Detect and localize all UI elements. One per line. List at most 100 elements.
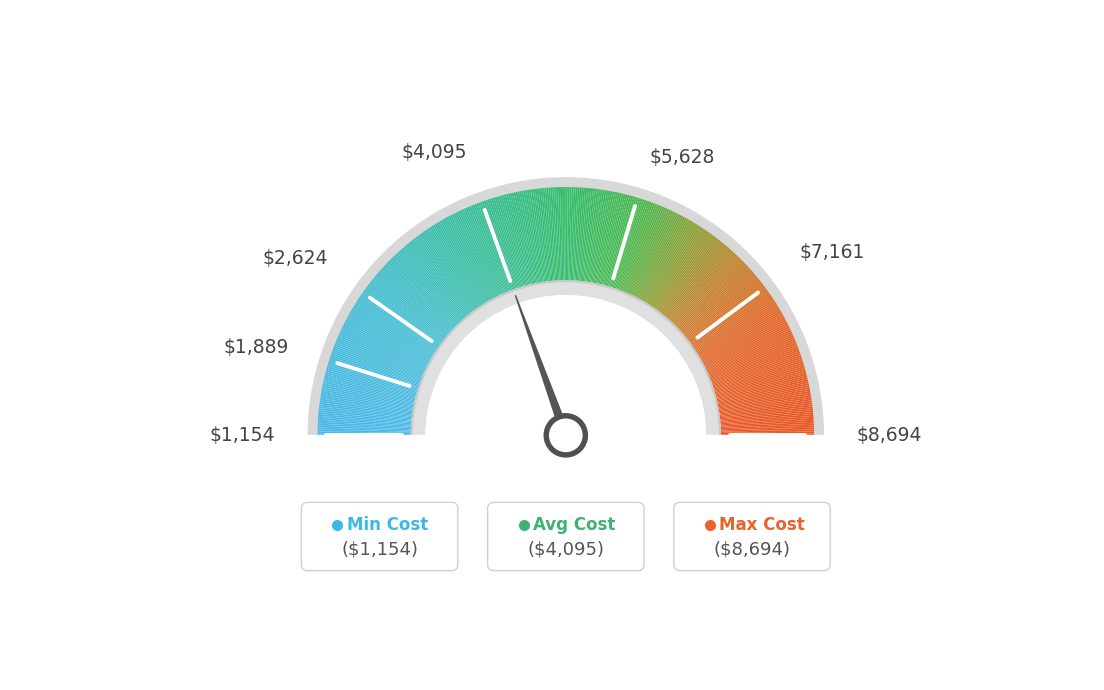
Wedge shape xyxy=(602,194,626,286)
Wedge shape xyxy=(580,188,590,282)
Wedge shape xyxy=(489,199,519,289)
Wedge shape xyxy=(337,337,425,375)
Wedge shape xyxy=(700,313,783,360)
Wedge shape xyxy=(583,188,595,282)
Wedge shape xyxy=(646,224,698,305)
Wedge shape xyxy=(328,362,418,391)
Wedge shape xyxy=(691,291,768,347)
Wedge shape xyxy=(484,201,516,290)
Wedge shape xyxy=(592,190,611,284)
Wedge shape xyxy=(693,297,773,351)
Wedge shape xyxy=(321,393,414,410)
Wedge shape xyxy=(680,270,752,333)
Wedge shape xyxy=(585,189,598,283)
Wedge shape xyxy=(318,426,412,431)
FancyBboxPatch shape xyxy=(488,502,644,571)
Wedge shape xyxy=(367,286,443,344)
Wedge shape xyxy=(546,188,555,282)
Wedge shape xyxy=(352,307,434,357)
Wedge shape xyxy=(677,263,745,329)
Wedge shape xyxy=(492,197,522,288)
Wedge shape xyxy=(550,188,558,282)
Text: $8,694: $8,694 xyxy=(857,426,922,445)
Wedge shape xyxy=(720,418,814,426)
Wedge shape xyxy=(487,199,518,289)
Wedge shape xyxy=(714,372,806,397)
Wedge shape xyxy=(713,366,805,393)
Wedge shape xyxy=(682,273,755,335)
Wedge shape xyxy=(707,333,793,373)
Wedge shape xyxy=(560,187,563,282)
Wedge shape xyxy=(318,424,412,429)
Wedge shape xyxy=(719,412,814,422)
Wedge shape xyxy=(629,209,670,295)
Wedge shape xyxy=(719,402,813,416)
Wedge shape xyxy=(713,362,804,391)
Wedge shape xyxy=(591,190,608,284)
Wedge shape xyxy=(704,328,790,370)
Wedge shape xyxy=(664,244,725,317)
Text: Avg Cost: Avg Cost xyxy=(533,517,615,535)
Wedge shape xyxy=(607,197,635,288)
Wedge shape xyxy=(420,233,476,310)
Wedge shape xyxy=(382,267,453,332)
Wedge shape xyxy=(350,310,433,359)
Wedge shape xyxy=(319,402,413,416)
Wedge shape xyxy=(613,199,643,289)
Wedge shape xyxy=(388,262,456,328)
Wedge shape xyxy=(648,226,700,306)
Wedge shape xyxy=(360,296,438,350)
Wedge shape xyxy=(353,306,435,356)
Wedge shape xyxy=(718,398,811,414)
Wedge shape xyxy=(587,190,603,283)
Wedge shape xyxy=(669,250,733,322)
Wedge shape xyxy=(694,299,774,352)
Wedge shape xyxy=(659,238,718,314)
Wedge shape xyxy=(322,385,415,405)
Wedge shape xyxy=(641,219,689,302)
Wedge shape xyxy=(630,210,671,296)
Wedge shape xyxy=(529,190,544,283)
Wedge shape xyxy=(636,214,680,299)
Wedge shape xyxy=(715,375,807,400)
Wedge shape xyxy=(616,201,648,290)
Wedge shape xyxy=(337,339,424,377)
Wedge shape xyxy=(511,193,533,285)
Wedge shape xyxy=(698,307,779,357)
Wedge shape xyxy=(516,192,535,284)
Circle shape xyxy=(550,420,582,451)
Wedge shape xyxy=(639,217,686,300)
Wedge shape xyxy=(597,193,618,285)
Wedge shape xyxy=(594,191,613,284)
Wedge shape xyxy=(342,326,427,368)
Wedge shape xyxy=(527,190,543,284)
Wedge shape xyxy=(718,393,810,410)
Wedge shape xyxy=(690,288,766,345)
Wedge shape xyxy=(611,198,640,288)
Wedge shape xyxy=(571,187,575,282)
Wedge shape xyxy=(601,193,624,286)
Wedge shape xyxy=(656,233,712,310)
Wedge shape xyxy=(679,267,750,332)
Wedge shape xyxy=(542,188,552,282)
Wedge shape xyxy=(604,195,629,286)
Wedge shape xyxy=(586,189,601,283)
Wedge shape xyxy=(318,422,412,428)
Wedge shape xyxy=(385,264,455,330)
Wedge shape xyxy=(710,346,798,381)
Wedge shape xyxy=(577,188,587,282)
Wedge shape xyxy=(643,219,690,302)
Wedge shape xyxy=(670,253,735,323)
Wedge shape xyxy=(605,195,631,287)
Wedge shape xyxy=(654,231,709,309)
Polygon shape xyxy=(516,295,575,451)
Wedge shape xyxy=(341,328,427,370)
Wedge shape xyxy=(325,375,416,400)
Wedge shape xyxy=(712,360,803,390)
Wedge shape xyxy=(599,193,622,286)
Wedge shape xyxy=(449,215,495,299)
Wedge shape xyxy=(349,313,432,360)
Wedge shape xyxy=(351,309,433,358)
Wedge shape xyxy=(697,306,778,356)
Wedge shape xyxy=(690,289,767,346)
